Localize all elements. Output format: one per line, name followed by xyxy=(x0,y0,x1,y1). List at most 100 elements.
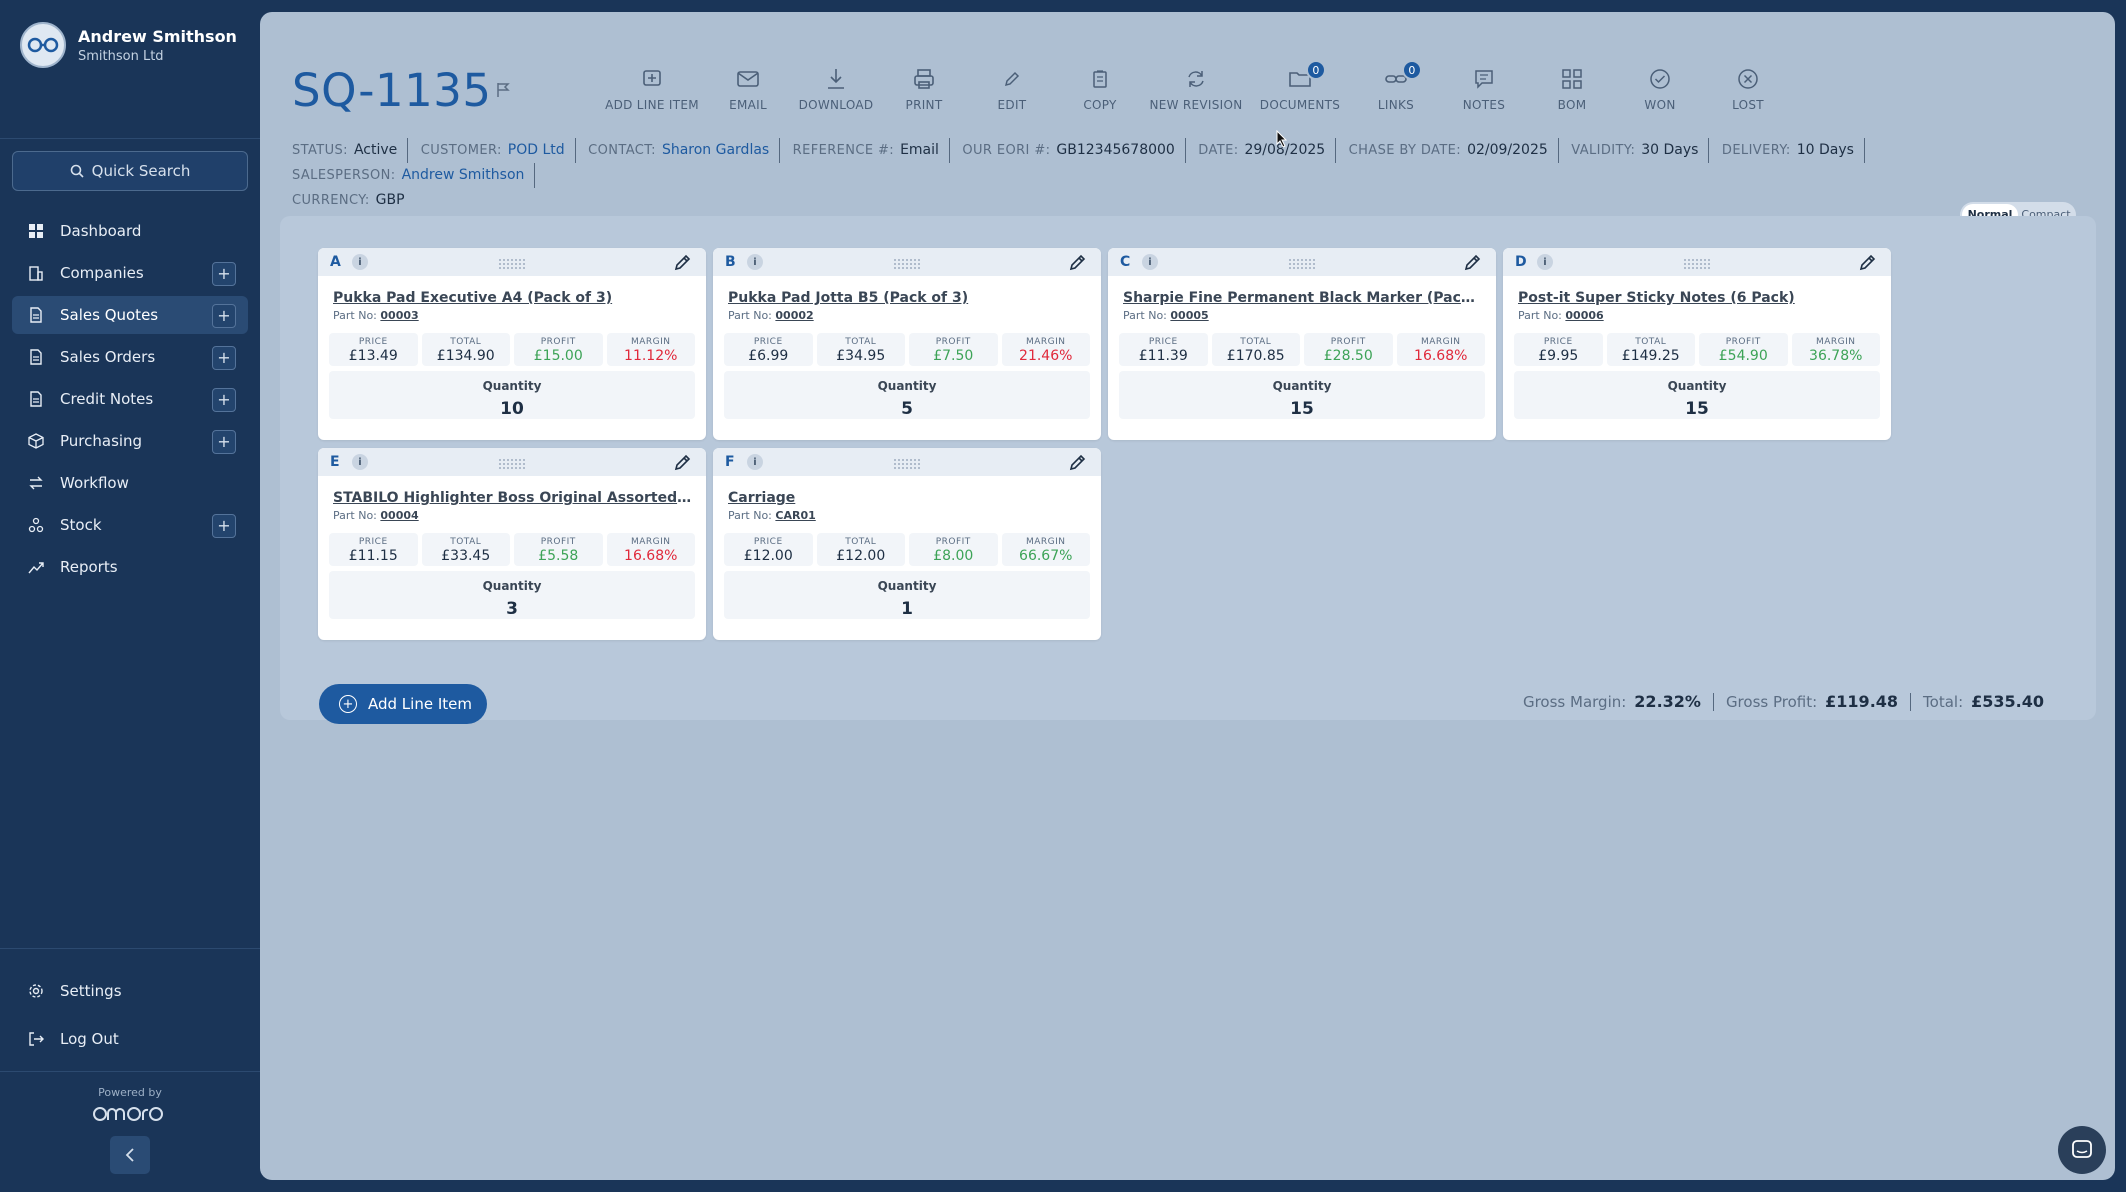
copy-button[interactable]: COPY xyxy=(1056,66,1144,112)
drag-handle-icon[interactable] xyxy=(1683,255,1711,274)
add-line-label: Add Line Item xyxy=(368,695,472,713)
nav-item-credit-notes[interactable]: Credit Notes + xyxy=(12,380,248,418)
contact-link[interactable]: Sharon Gardlas xyxy=(661,142,770,158)
part-number-link[interactable]: 00002 xyxy=(775,309,814,322)
info-icon[interactable]: i xyxy=(352,254,368,270)
drag-handle-icon[interactable] xyxy=(893,455,921,474)
print-button[interactable]: PRINT xyxy=(880,66,968,112)
quantity-box[interactable]: Quantity 3 xyxy=(329,571,695,619)
nav-item-logout[interactable]: Log Out xyxy=(12,1020,248,1058)
info-icon[interactable]: i xyxy=(1142,254,1158,270)
part-number: Part No: 00003 xyxy=(333,309,419,322)
flag-icon[interactable] xyxy=(496,82,510,102)
quick-search-button[interactable]: Quick Search xyxy=(12,151,248,191)
meta-chase-date: CHASE BY DATE: 02/09/2025 xyxy=(1349,138,1559,163)
edit-line-icon[interactable] xyxy=(1464,253,1482,275)
quantity-box[interactable]: Quantity 1 xyxy=(724,571,1090,619)
nav-item-dashboard[interactable]: Dashboard xyxy=(12,212,248,250)
notes-button[interactable]: NOTES xyxy=(1440,66,1528,112)
nav-item-sales-orders[interactable]: Sales Orders + xyxy=(12,338,248,376)
quote-meta: STATUS: Active CUSTOMER: POD Ltd CONTACT: S… xyxy=(292,138,2082,213)
add-line-item-button[interactable]: + Add Line Item xyxy=(319,684,487,724)
info-icon[interactable]: i xyxy=(1537,254,1553,270)
edit-line-icon[interactable] xyxy=(1859,253,1877,275)
part-number-link[interactable]: 00006 xyxy=(1565,309,1604,322)
price-stat: PRICE £6.99 xyxy=(724,333,813,366)
links-button[interactable]: 0 LINKS xyxy=(1352,60,1440,112)
part-number-link[interactable]: 00003 xyxy=(380,309,419,322)
main-nav: Dashboard Companies + Sales Quotes + Sal… xyxy=(0,212,260,590)
nav-item-reports[interactable]: Reports xyxy=(12,548,248,586)
line-letter: A xyxy=(330,254,341,270)
user-name: Andrew Smithson xyxy=(78,26,237,46)
add-company-button[interactable]: + xyxy=(212,262,236,286)
edit-button[interactable]: EDIT xyxy=(968,66,1056,112)
download-button[interactable]: DOWNLOAD xyxy=(792,66,880,112)
check-circle-icon xyxy=(1649,66,1671,92)
quantity-box[interactable]: Quantity 5 xyxy=(724,371,1090,419)
edit-line-icon[interactable] xyxy=(1069,253,1087,275)
line-item-title[interactable]: Carriage xyxy=(728,490,796,506)
new-revision-button[interactable]: NEW REVISION xyxy=(1144,66,1248,112)
info-icon[interactable]: i xyxy=(747,254,763,270)
edit-line-icon[interactable] xyxy=(674,253,692,275)
part-number-link[interactable]: 00005 xyxy=(1170,309,1209,322)
edit-line-icon[interactable] xyxy=(674,453,692,475)
add-line-item-button[interactable]: ADD LINE ITEM xyxy=(600,66,704,112)
tool-label: DOWNLOAD xyxy=(798,98,874,112)
add-credit-note-button[interactable]: + xyxy=(212,388,236,412)
drag-handle-icon[interactable] xyxy=(498,255,526,274)
drag-handle-icon[interactable] xyxy=(1288,255,1316,274)
salesperson-link[interactable]: Andrew Smithson xyxy=(401,167,525,183)
line-item-title[interactable]: Pukka Pad Executive A4 (Pack of 3) xyxy=(333,290,613,306)
chat-button[interactable] xyxy=(2058,1126,2106,1174)
customer-link[interactable]: POD Ltd xyxy=(507,142,565,158)
drag-handle-icon[interactable] xyxy=(498,455,526,474)
nav-item-purchasing[interactable]: Purchasing + xyxy=(12,422,248,460)
edit-line-icon[interactable] xyxy=(1069,453,1087,475)
line-stats: PRICE £12.00 TOTAL £12.00 PROFIT £8.00 MARGIN 6… xyxy=(724,533,1090,566)
part-number-link[interactable]: 00004 xyxy=(380,509,419,522)
email-button[interactable]: EMAIL xyxy=(704,66,792,112)
quantity-box[interactable]: Quantity 10 xyxy=(329,371,695,419)
sidebar: Andrew Smithson Smithson Ltd Quick Searc… xyxy=(0,0,260,1192)
lost-button[interactable]: LOST xyxy=(1704,66,1792,112)
print-icon xyxy=(913,66,935,92)
nav-item-stock[interactable]: Stock + xyxy=(12,506,248,544)
quantity-box[interactable]: Quantity 15 xyxy=(1119,371,1485,419)
info-icon[interactable]: i xyxy=(352,454,368,470)
part-number-link[interactable]: CAR01 xyxy=(775,509,816,522)
collapse-sidebar-button[interactable] xyxy=(110,1136,150,1174)
documents-button[interactable]: 0 DOCUMENTS xyxy=(1248,60,1352,112)
bom-button[interactable]: BOM xyxy=(1528,66,1616,112)
add-sales-quote-button[interactable]: + xyxy=(212,304,236,328)
user-profile[interactable]: Andrew Smithson Smithson Ltd xyxy=(20,22,237,68)
nav-item-workflow[interactable]: Workflow xyxy=(12,464,248,502)
add-line-icon xyxy=(641,66,663,92)
quantity-box[interactable]: Quantity 15 xyxy=(1514,371,1880,419)
line-item-title[interactable]: STABILO Highlighter Boss Original Assort… xyxy=(333,490,693,506)
tool-label: DOCUMENTS xyxy=(1259,98,1341,112)
line-item-title[interactable]: Pukka Pad Jotta B5 (Pack of 3) xyxy=(728,290,969,306)
add-sales-order-button[interactable]: + xyxy=(212,346,236,370)
drag-handle-icon[interactable] xyxy=(893,255,921,274)
line-item-title[interactable]: Post-it Super Sticky Notes (6 Pack) xyxy=(1518,290,1795,306)
nav-item-settings[interactable]: Settings xyxy=(12,972,248,1010)
won-button[interactable]: WON xyxy=(1616,66,1704,112)
add-stock-button[interactable]: + xyxy=(212,514,236,538)
nav-item-sales-quotes[interactable]: Sales Quotes + xyxy=(12,296,248,334)
line-item-title[interactable]: Sharpie Fine Permanent Black Marker (Pac… xyxy=(1123,290,1483,306)
document-icon xyxy=(27,348,45,366)
add-purchase-button[interactable]: + xyxy=(212,430,236,454)
info-icon[interactable]: i xyxy=(747,454,763,470)
nav-item-companies[interactable]: Companies + xyxy=(12,254,248,292)
profit-stat: PROFIT £7.50 xyxy=(909,333,998,366)
nav-label: Dashboard xyxy=(60,222,142,240)
